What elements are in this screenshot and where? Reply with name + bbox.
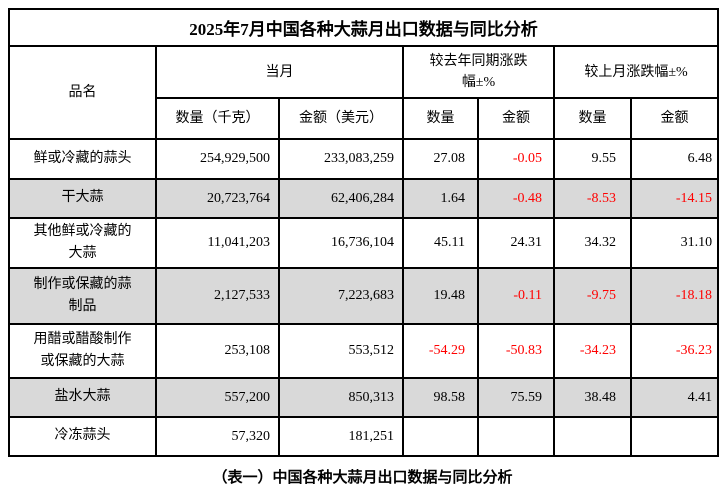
mom-qty-cell: -9.75 [553,267,632,325]
table-row: 盐水大蒜 557,200 850,313 98.58 75.59 38.48 4… [8,377,720,418]
qty-kg-cell: 11,041,203 [155,217,280,269]
header-mom-amt: 金额 [629,97,720,140]
product-name-cell: 鲜或冷藏的蒜头 [8,138,157,180]
yoy-qty-cell: 19.48 [402,267,479,325]
product-name-cell: 盐水大蒜 [8,377,157,418]
table-row: 冷冻蒜头 57,320 181,251 [8,416,720,457]
yoy-amt-cell: 75.59 [477,377,555,418]
product-name-cell: 其他鲜或冷藏的 大蒜 [8,217,157,269]
qty-kg-cell: 20,723,764 [155,178,280,219]
product-name-cell: 干大蒜 [8,178,157,219]
mom-qty-cell: -34.23 [553,323,632,379]
yoy-amt-cell: 24.31 [477,217,555,269]
header-row-subcolumns: 数量（千克） 金额（美元） 数量 金额 数量 金额 [9,97,720,140]
mom-amt-cell [629,416,720,457]
qty-kg-cell: 2,127,533 [155,267,280,325]
amt-usd-cell: 16,736,104 [278,217,404,269]
yoy-amt-cell: -0.11 [477,267,555,325]
table-row: 鲜或冷藏的蒜头 254,929,500 233,083,259 27.08 -0… [8,138,720,180]
yoy-qty-cell: 45.11 [402,217,479,269]
yoy-amt-cell: -0.05 [477,138,555,180]
mom-qty-cell: 9.55 [553,138,632,180]
table-row: 制作或保藏的蒜 制品 2,127,533 7,223,683 19.48 -0.… [8,267,720,325]
header-yoy-qty: 数量 [402,97,479,140]
header-amt-usd: 金额（美元） [278,97,404,140]
yoy-qty-cell: 98.58 [402,377,479,418]
table-row: 其他鲜或冷藏的 大蒜 11,041,203 16,736,104 45.11 2… [8,217,720,269]
yoy-qty-cell [402,416,479,457]
header-mom-change: 较上月涨跌幅±% [552,45,720,99]
product-name-cell: 用醋或醋酸制作 或保藏的大蒜 [8,323,157,379]
product-name-cell: 冷冻蒜头 [8,416,157,457]
yoy-amt-cell: -0.48 [477,178,555,219]
mom-amt-cell: -18.18 [629,267,720,325]
header-product-name: 品名 [8,45,157,140]
amt-usd-cell: 233,083,259 [278,138,404,180]
amt-usd-cell: 850,313 [278,377,404,418]
mom-qty-cell [553,416,632,457]
title-row: 2025年7月中国各种大蒜月出口数据与同比分析 [7,8,720,47]
amt-usd-cell: 181,251 [278,416,404,457]
header-row-groups: 品名 当月 较去年同期涨跌 幅±% 较上月涨跌幅±% [8,45,720,140]
mom-amt-cell: 6.48 [629,138,720,180]
amt-usd-cell: 62,406,284 [278,178,404,219]
yoy-qty-cell: -54.29 [402,323,479,379]
mom-qty-cell: -8.53 [553,178,632,219]
header-mom-qty: 数量 [553,97,632,140]
table-caption: （表一）中国各种大蒜月出口数据与同比分析 [212,470,513,486]
qty-kg-cell: 57,320 [155,416,280,457]
qty-kg-cell: 557,200 [155,377,280,418]
mom-amt-cell: 31.10 [629,217,720,269]
mom-qty-cell: 34.32 [553,217,632,269]
product-name-cell: 制作或保藏的蒜 制品 [8,267,157,325]
mom-amt-cell: -14.15 [629,178,720,219]
yoy-amt-cell: -50.83 [477,323,555,379]
header-yoy-change: 较去年同期涨跌 幅±% [402,45,555,99]
garlic-export-table: 2025年7月中国各种大蒜月出口数据与同比分析 品名 当月 较去年同期涨跌 幅±… [7,8,720,457]
qty-kg-cell: 254,929,500 [155,138,280,180]
yoy-qty-cell: 27.08 [402,138,479,180]
table-row: 用醋或醋酸制作 或保藏的大蒜 253,108 553,512 -54.29 -5… [8,323,720,379]
mom-amt-cell: -36.23 [629,323,720,379]
header-current-month: 当月 [155,45,404,99]
amt-usd-cell: 7,223,683 [278,267,404,325]
yoy-amt-cell [477,416,555,457]
amt-usd-cell: 553,512 [278,323,404,379]
header-qty-kg: 数量（千克） [155,97,280,140]
mom-amt-cell: 4.41 [629,377,720,418]
mom-qty-cell: 38.48 [553,377,632,418]
page-title: 2025年7月中国各种大蒜月出口数据与同比分析 [7,8,720,47]
header-yoy-amt: 金额 [477,97,555,140]
table-row: 干大蒜 20,723,764 62,406,284 1.64 -0.48 -8.… [8,178,720,219]
qty-kg-cell: 253,108 [155,323,280,379]
yoy-qty-cell: 1.64 [402,178,479,219]
